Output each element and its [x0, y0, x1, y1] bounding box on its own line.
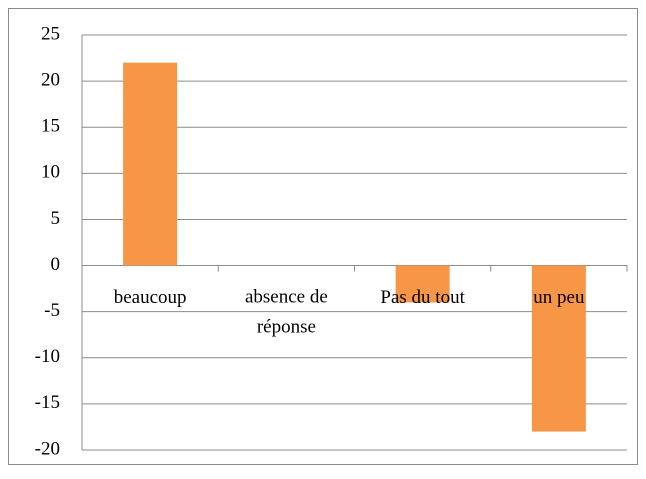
y-tick-label: -15 — [35, 392, 60, 413]
bar — [123, 62, 178, 266]
y-tick-label: 20 — [41, 69, 60, 90]
y-tick-label: 15 — [41, 116, 60, 137]
x-tick-label: un peu — [533, 287, 585, 308]
y-tick-label: 5 — [51, 208, 61, 229]
y-tick-label: 25 — [41, 23, 60, 44]
y-tick-label: 0 — [51, 254, 61, 275]
x-tick-label: Pas du tout — [380, 287, 465, 308]
y-tick-label: -20 — [35, 438, 60, 459]
bar — [395, 265, 450, 303]
y-tick-label: -10 — [35, 346, 60, 367]
y-tick-label: -5 — [44, 300, 60, 321]
x-tick-label: absence de réponse — [245, 287, 328, 338]
y-tick-label: 10 — [41, 162, 60, 183]
bar — [531, 265, 586, 432]
x-tick-label: beaucoup — [114, 287, 187, 308]
